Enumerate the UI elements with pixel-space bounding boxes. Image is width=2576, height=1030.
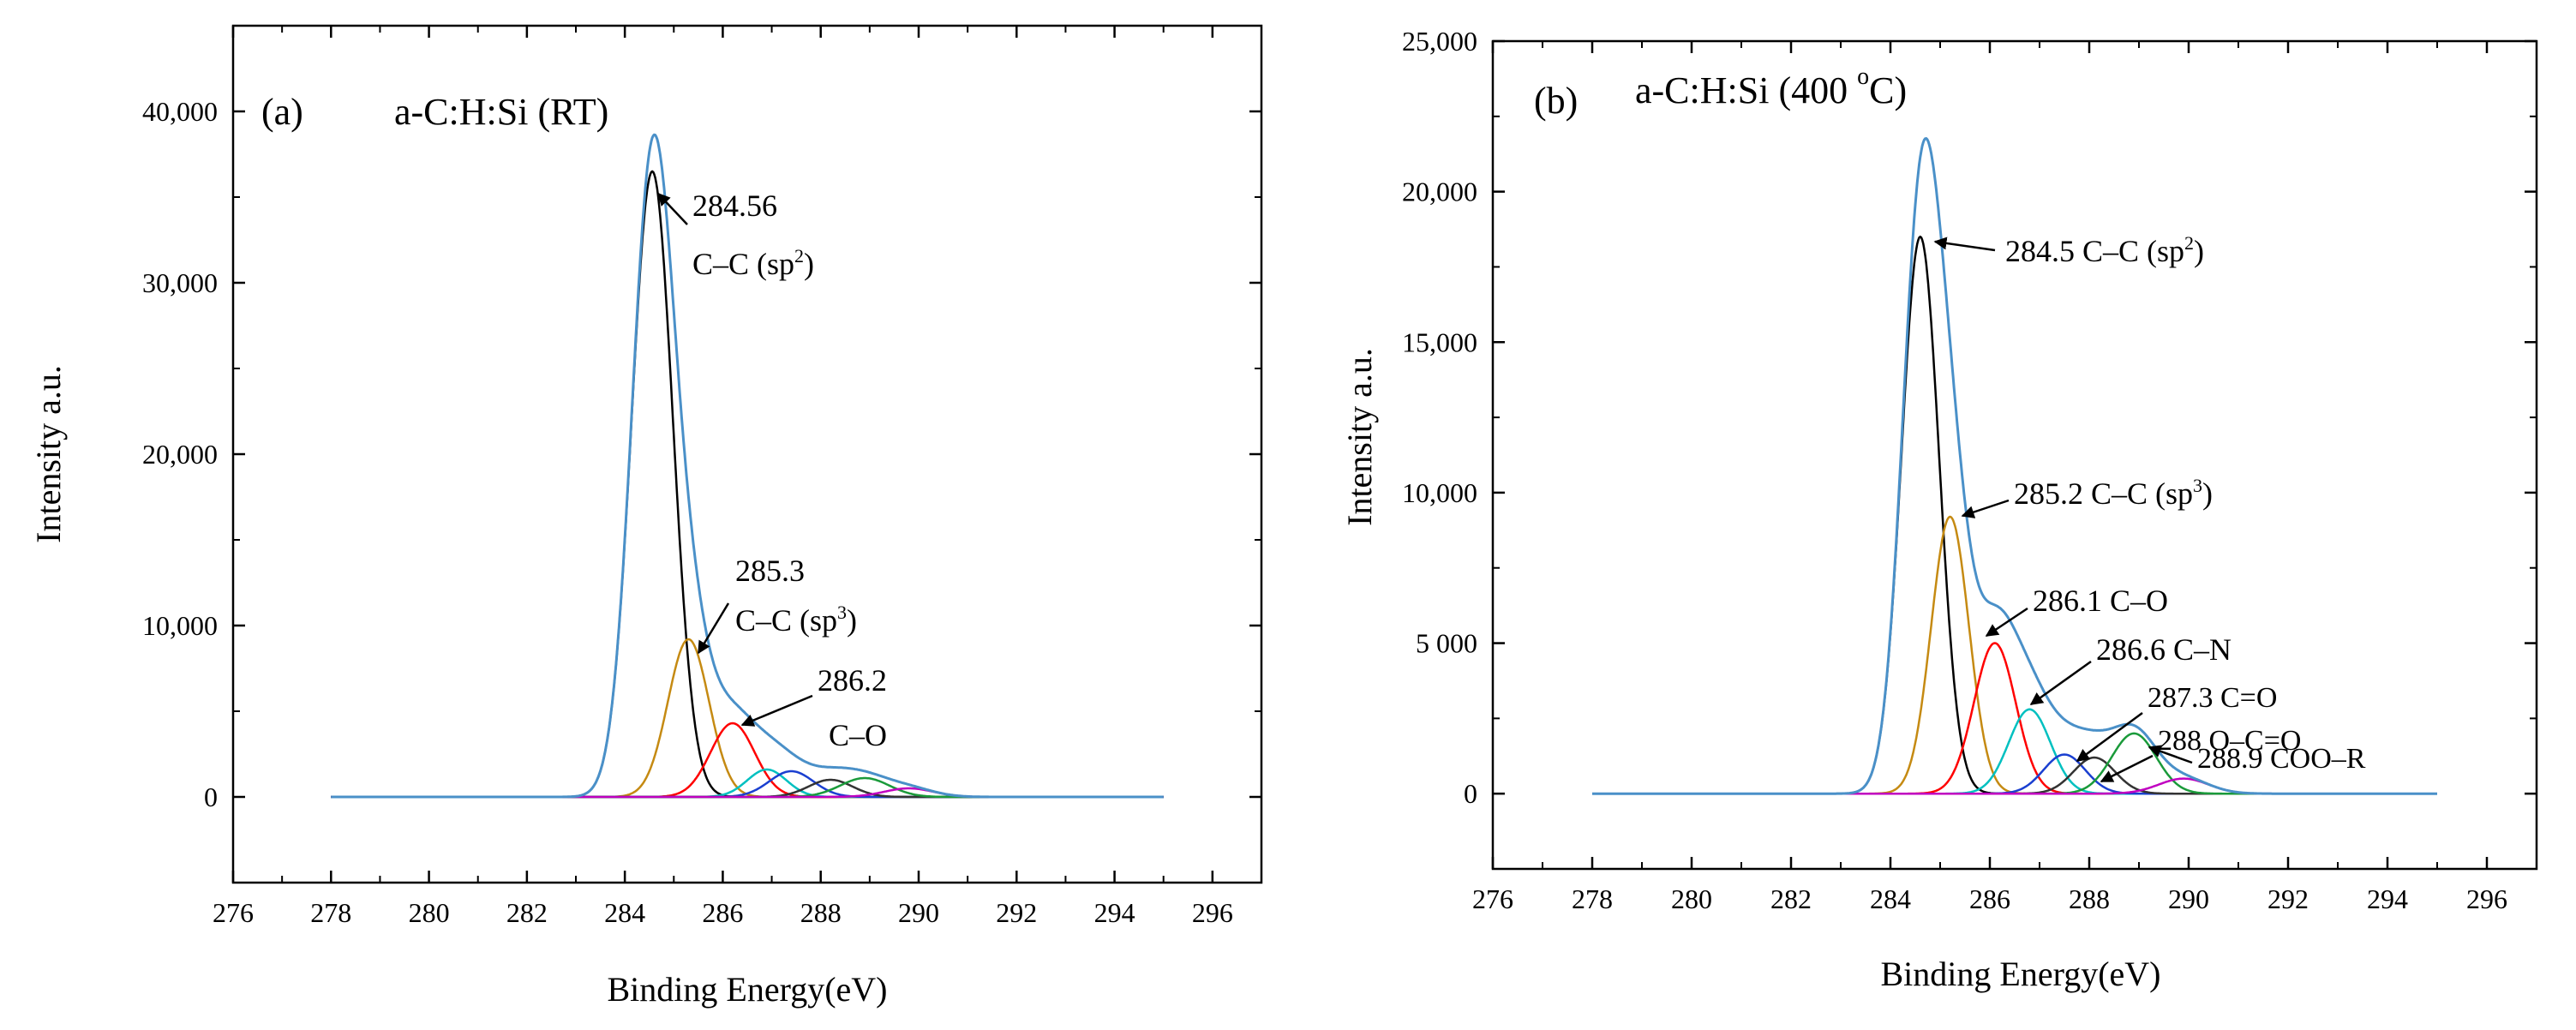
- y-tick-label: 5 000: [1416, 628, 1477, 659]
- peak-curve-c-c-sp2-: [1592, 235, 2437, 795]
- tick-marks-a: [231, 25, 1261, 883]
- y-tick-label: 30,000: [142, 267, 218, 298]
- annotation-b-sp3: 285.2 C–C (sp3): [1961, 475, 2213, 518]
- peak-curve-c-c-sp3-: [331, 638, 1164, 799]
- x-tick-label: 294: [2367, 883, 2408, 914]
- panel-a: 276 278 280 282 284 286 288 290 292 294 296 0 10,00…: [29, 24, 1263, 1009]
- y-tick-label: 20,000: [142, 439, 218, 470]
- x-tick-label: 282: [1770, 883, 1812, 914]
- y-tick-labels-a: 0 10,000 20,000 30,000 40,000: [142, 96, 218, 812]
- x-tick-label: 294: [1094, 897, 1135, 928]
- x-tick-label: 278: [310, 897, 351, 928]
- x-tick-label: 292: [996, 897, 1037, 928]
- y-tick-label: 0: [204, 781, 218, 812]
- annotation-b-sp2: 284.5 C–C (sp2): [1933, 232, 2204, 268]
- annotation-b-co: 286.1 C–O: [1985, 584, 2168, 638]
- plot-frame-b: [1491, 39, 2538, 871]
- y-tick-label: 40,000: [142, 96, 218, 127]
- annotation-arrow: [2148, 745, 2193, 764]
- peak-curves-b: [1592, 136, 2437, 795]
- annotation-b-cn: 286.6 C–N: [2029, 632, 2232, 706]
- envelope-curve: [1592, 136, 2437, 795]
- annotation-label: 288.9 COO–R: [2197, 743, 2366, 775]
- y-tick-label: 25,000: [1402, 26, 1477, 57]
- x-tick-label: 280: [1671, 883, 1712, 914]
- envelope-curve: [331, 133, 1164, 799]
- y-tick-label: 10,000: [142, 610, 218, 641]
- annotation-arrow: [2029, 660, 2092, 706]
- x-tick-label: 296: [1192, 897, 1233, 928]
- annotation-value: 286.2: [818, 663, 887, 698]
- x-tick-label: 280: [409, 897, 450, 928]
- panel-label-b: (b): [1534, 80, 1578, 122]
- x-tick-label: 284: [604, 897, 645, 928]
- y-tick-label: 10,000: [1402, 477, 1477, 508]
- x-tick-label: 286: [702, 897, 743, 928]
- x-tick-label: 290: [2168, 883, 2209, 914]
- x-tick-label: 282: [506, 897, 548, 928]
- peak-curve-c-o: [331, 722, 1164, 799]
- annotation-b-o-c-o: 288 O–C=O: [2100, 725, 2301, 783]
- annotation-label: 285.2 C–C (sp3): [2014, 475, 2213, 511]
- annotation-arrow: [1961, 499, 2010, 518]
- annotation-arrow: [740, 694, 813, 727]
- peak-curve-peak-5: [331, 770, 1164, 799]
- peak-curves-a: [331, 133, 1164, 799]
- plot-frame-a: [231, 24, 1263, 884]
- annotation-a-co: 286.2 C–O: [740, 663, 887, 752]
- x-tick-labels-b: 276 278 280 282 284 286 288 290 292 294 296: [1472, 883, 2507, 914]
- chart-title-a: a-C:H:Si (RT): [394, 91, 608, 133]
- annotation-label: 284.5 C–C (sp2): [2005, 232, 2204, 268]
- annotation-label: C–C (sp3): [735, 602, 857, 638]
- annotation-arrow: [697, 602, 730, 655]
- annotation-b-coo-r: 288.9 COO–R: [2148, 743, 2366, 775]
- panel-b: 276 278 280 282 284 286 288 290 292 294 296 0 5 000…: [1340, 26, 2538, 993]
- x-tick-label: 286: [1969, 883, 2010, 914]
- annotation-value: 284.56: [692, 189, 777, 223]
- annotation-arrow: [1933, 237, 1996, 252]
- annotation-arrow: [1985, 607, 2028, 638]
- y-tick-labels-b: 0 5 000 10,000 15,000 20,000 25,000: [1402, 26, 1477, 809]
- annotation-label: C–O: [829, 718, 887, 752]
- y-tick-label: 0: [1464, 778, 1477, 809]
- x-tick-label: 276: [213, 897, 254, 928]
- y-axis-label-b: Intensity a.u.: [1340, 348, 1379, 526]
- tick-marks-b: [1491, 39, 2537, 870]
- annotation-value: 285.3: [735, 554, 805, 588]
- annotation-label: C–C (sp2): [692, 245, 814, 281]
- annotation-label: 286.1 C–O: [2033, 584, 2168, 618]
- y-axis-label-a: Intensity a.u.: [29, 365, 68, 543]
- annotation-arrow: [2076, 711, 2143, 763]
- x-tick-label: 288: [800, 897, 842, 928]
- y-tick-label: 20,000: [1402, 177, 1477, 207]
- x-tick-label: 296: [2466, 883, 2507, 914]
- annotation-b-c-double-o: 287.3 C=O: [2076, 682, 2277, 763]
- y-tick-label: 15,000: [1402, 326, 1477, 357]
- annotation-arrow: [2100, 754, 2154, 783]
- annotation-label: 288 O–C=O: [2158, 725, 2301, 757]
- x-tick-label: 284: [1870, 883, 1911, 914]
- x-axis-label-a: Binding Energy(eV): [608, 970, 888, 1009]
- annotation-label: 287.3 C=O: [2148, 682, 2277, 714]
- chart-title-b: a-C:H:Si (400 oC): [1635, 63, 1907, 111]
- x-tick-label: 290: [898, 897, 939, 928]
- annotation-arrow: [656, 192, 688, 225]
- annotation-a-sp2: 284.56 C–C (sp2): [656, 189, 814, 281]
- x-tick-label: 278: [1572, 883, 1613, 914]
- x-tick-label: 292: [2267, 883, 2309, 914]
- x-axis-label-b: Binding Energy(eV): [1881, 955, 2161, 993]
- panel-label-a: (a): [261, 91, 303, 133]
- x-tick-labels-a: 276 278 280 282 284 286 288 290 292 294 296: [213, 897, 1233, 928]
- x-tick-label: 288: [2069, 883, 2110, 914]
- annotation-a-sp3: 285.3 C–C (sp3): [697, 554, 857, 655]
- x-tick-label: 276: [1472, 883, 1513, 914]
- annotation-label: 286.6 C–N: [2096, 632, 2232, 667]
